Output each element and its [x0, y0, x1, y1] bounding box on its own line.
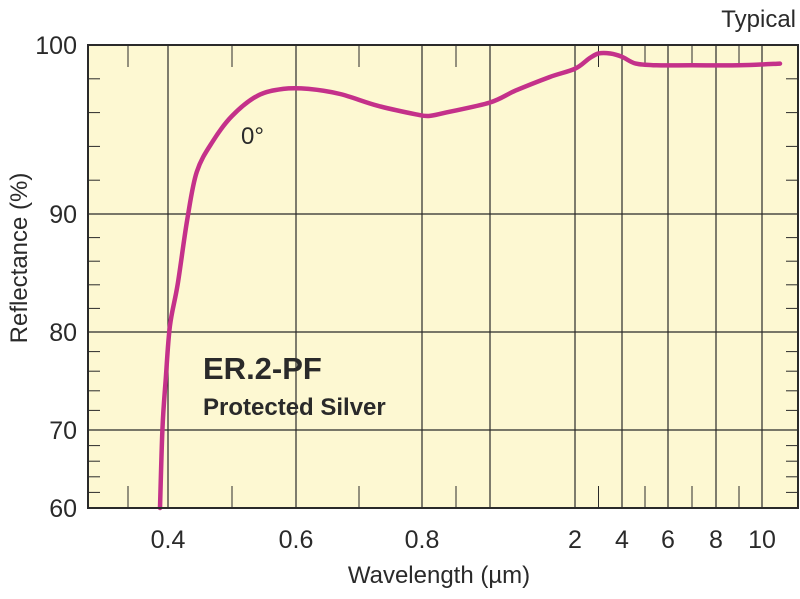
x-axis-title: Wavelength (µm) — [348, 562, 530, 589]
y-tick-label: 80 — [49, 319, 77, 347]
curve-layer — [157, 50, 783, 511]
series-line — [157, 50, 783, 511]
typical-note: Typical — [721, 6, 796, 33]
x-tick-label: 10 — [748, 526, 776, 554]
product-name: Protected Silver — [203, 394, 386, 421]
x-tick-label: 4 — [615, 526, 629, 554]
axis-ticks — [88, 45, 798, 508]
x-tick-label: 2 — [568, 526, 582, 554]
y-tick-label: 70 — [49, 417, 77, 445]
y-tick-label: 60 — [49, 495, 77, 523]
x-tick-labels: 0.4 0.6 0.8 2 4 6 8 10 — [151, 526, 776, 554]
x-tick-label: 6 — [661, 526, 675, 554]
y-tick-label: 100 — [35, 32, 77, 60]
y-tick-label: 90 — [49, 201, 77, 229]
grid — [88, 45, 798, 508]
y-tick-labels: 60 70 80 90 100 — [35, 32, 77, 523]
plot-area — [88, 45, 798, 508]
x-tick-label: 0.8 — [405, 526, 440, 554]
plot-frame — [87, 44, 799, 509]
x-tick-label: 8 — [709, 526, 723, 554]
product-code: ER.2-PF — [203, 351, 322, 386]
x-tick-label: 0.6 — [279, 526, 314, 554]
y-axis-title: Reflectance (%) — [6, 173, 33, 344]
series-label: 0° — [241, 123, 264, 150]
x-tick-label: 0.4 — [151, 526, 186, 554]
